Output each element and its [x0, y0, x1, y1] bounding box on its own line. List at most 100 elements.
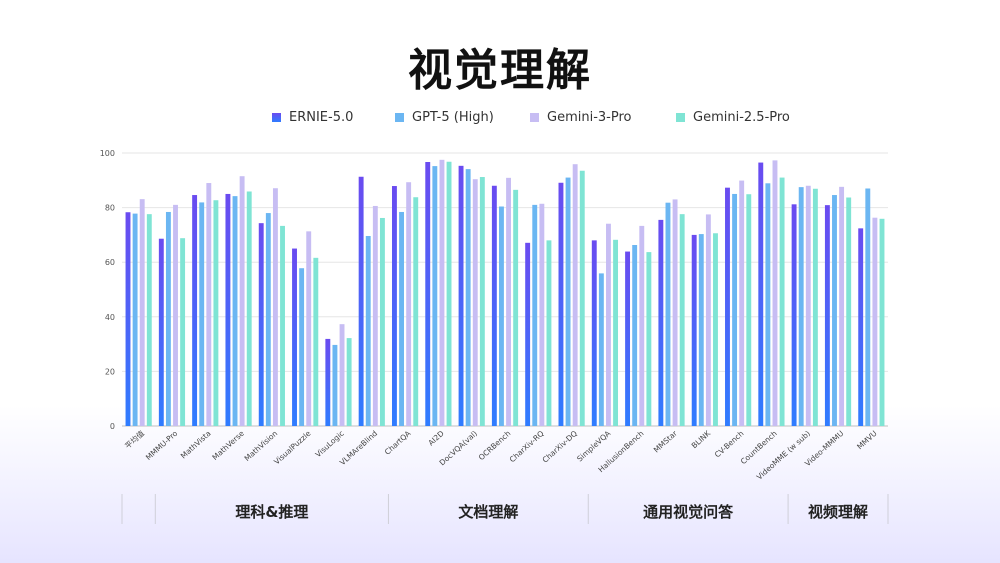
bar-gemini-2-5-pro — [513, 189, 519, 426]
bar-gemini-2-5-pro — [579, 170, 585, 426]
bar-gemini-2-5-pro — [546, 240, 552, 426]
bar-gemini-2-5-pro — [646, 252, 652, 426]
legend-swatch — [530, 112, 539, 122]
bar-gpt-5-high — [632, 245, 638, 426]
bar-gemini-2-5-pro — [746, 194, 752, 426]
bar-gpt-5-high — [465, 169, 471, 427]
x-tick-label: MathVerse — [211, 429, 247, 462]
bar-gemini-2-5-pro — [779, 177, 785, 426]
bar-gpt-5-high — [765, 183, 771, 426]
bar-gemini-3-pro — [272, 188, 278, 426]
bar-gpt-5-high — [665, 202, 671, 426]
bar-gpt-5-high — [432, 166, 438, 426]
bar-gpt-5-high — [865, 188, 871, 426]
bar-gemini-3-pro — [606, 223, 611, 426]
y-tick-label: 20 — [105, 367, 115, 376]
legend-item-gemini-3-pro: Gemini-3-Pro — [530, 106, 631, 128]
bar-gemini-3-pro — [439, 159, 445, 426]
bar-gemini-3-pro — [239, 176, 245, 426]
bar-ernie-5-0 — [192, 195, 198, 426]
bar-ernie-5-0 — [791, 204, 797, 426]
bar-gemini-2-5-pro — [479, 177, 485, 426]
x-tick-label: MMVU — [855, 429, 879, 451]
bar-ernie-5-0 — [325, 338, 331, 426]
group-label: 理科&推理 — [235, 503, 308, 521]
bar-gpt-5-high — [499, 206, 504, 426]
bar-gpt-5-high — [399, 211, 404, 426]
legend-item-gemini-2-5-pro: Gemini-2.5-Pro — [676, 106, 790, 128]
bar-gemini-3-pro — [805, 185, 811, 426]
bar-gemini-2-5-pro — [246, 191, 252, 426]
bar-ernie-5-0 — [658, 219, 664, 426]
bar-gemini-3-pro — [173, 204, 178, 426]
bar-gpt-5-high — [598, 273, 604, 426]
bar-gpt-5-high — [798, 187, 804, 427]
bar-gpt-5-high — [532, 204, 538, 426]
x-tick-label: MMMU-Pro — [144, 429, 180, 462]
bar-ernie-5-0 — [591, 240, 597, 426]
legend-swatch — [676, 112, 685, 122]
bar-gemini-3-pro — [872, 217, 878, 426]
bar-ernie-5-0 — [391, 186, 397, 426]
bar-gemini-3-pro — [306, 231, 312, 426]
bar-gpt-5-high — [265, 213, 271, 426]
bar-gemini-3-pro — [406, 182, 412, 426]
x-tick-label: BLINK — [690, 428, 713, 450]
bar-ernie-5-0 — [858, 228, 864, 426]
bar-ernie-5-0 — [824, 205, 830, 426]
bar-gpt-5-high — [132, 213, 138, 426]
x-tick-label: MMStar — [652, 428, 680, 454]
bar-gemini-2-5-pro — [280, 225, 285, 426]
x-tick-label: CharXiv-DQ — [541, 429, 579, 465]
bar-gemini-2-5-pro — [812, 188, 818, 426]
bar-gemini-3-pro — [739, 180, 745, 426]
legend-label: ERNIE-5.0 — [289, 109, 354, 125]
x-tick-label: VisualPuzzle — [272, 429, 313, 467]
x-tick-label: CV-Bench — [713, 429, 746, 460]
bar-gpt-5-high — [332, 344, 338, 426]
bar-gemini-3-pro — [372, 205, 378, 426]
bar-ernie-5-0 — [625, 251, 631, 426]
bar-ernie-5-0 — [125, 212, 131, 426]
bar-gemini-2-5-pro — [379, 217, 385, 426]
bar-gemini-3-pro — [705, 214, 711, 426]
bar-gemini-2-5-pro — [313, 257, 319, 426]
y-tick-label: 0 — [110, 422, 115, 431]
bar-gemini-3-pro — [672, 199, 678, 426]
bar-ernie-5-0 — [491, 185, 497, 426]
x-tick-label: CharXiv-RQ — [508, 429, 546, 464]
bar-ernie-5-0 — [225, 193, 231, 426]
x-tick-label: 平均值 — [123, 428, 147, 451]
bar-gemini-2-5-pro — [713, 233, 718, 426]
bar-gemini-3-pro — [639, 225, 645, 426]
bar-gemini-2-5-pro — [446, 161, 452, 427]
y-tick-label: 40 — [105, 313, 115, 322]
bar-ernie-5-0 — [558, 182, 564, 426]
bar-gemini-3-pro — [772, 160, 778, 426]
legend-label: Gemini-2.5-Pro — [693, 109, 790, 125]
bar-ernie-5-0 — [691, 234, 697, 426]
bar-ernie-5-0 — [258, 223, 264, 426]
bar-gemini-2-5-pro — [613, 239, 619, 426]
x-tick-label: MathVista — [179, 429, 213, 461]
bar-gpt-5-high — [565, 177, 571, 426]
bar-ernie-5-0 — [758, 162, 764, 426]
x-tick-label: VisuLogic — [314, 429, 346, 459]
bar-gpt-5-high — [299, 268, 305, 426]
x-tick-label: AI2D — [426, 429, 445, 448]
bar-gemini-3-pro — [839, 186, 845, 426]
legend-item-ernie-5-0: ERNIE-5.0 — [272, 106, 353, 128]
bar-gemini-2-5-pro — [879, 218, 885, 426]
legend-item-gpt-5-high: GPT-5 (High) — [395, 106, 494, 128]
bar-ernie-5-0 — [158, 238, 164, 426]
bar-gpt-5-high — [165, 211, 171, 426]
bar-ernie-5-0 — [525, 242, 531, 426]
bar-gpt-5-high — [732, 193, 738, 426]
bar-gemini-3-pro — [206, 183, 212, 426]
bar-ernie-5-0 — [725, 187, 730, 426]
bar-gemini-2-5-pro — [180, 238, 186, 426]
bar-gpt-5-high — [199, 202, 205, 426]
bar-gemini-3-pro — [139, 199, 145, 426]
bar-ernie-5-0 — [358, 176, 364, 426]
